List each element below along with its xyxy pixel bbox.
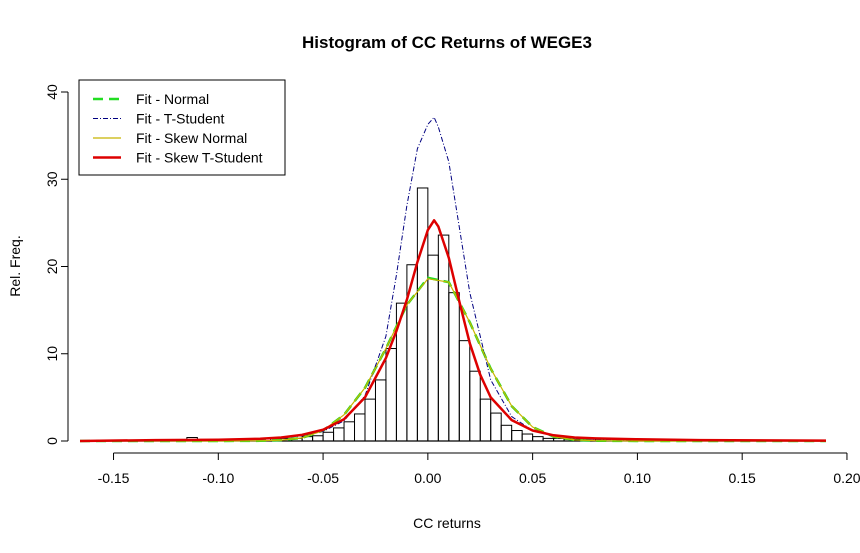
- legend-label: Fit - Normal: [136, 91, 209, 107]
- x-tick-label: 0.00: [414, 470, 441, 486]
- x-axis: -0.15 -0.10 -0.05 0.00 0.05 0.10 0.15 0.20: [98, 452, 860, 486]
- y-tick-label: 20: [44, 259, 60, 275]
- histogram-bar: [458, 340, 471, 442]
- histogram-bar: [479, 398, 492, 442]
- histogram-bar: [521, 433, 534, 442]
- legend-label: Fit - Skew T-Student: [136, 150, 263, 166]
- x-tick-label: 0.10: [624, 470, 651, 486]
- x-tick-label: 0.20: [833, 470, 860, 486]
- legend-box: [78, 79, 286, 176]
- histogram-bar: [343, 421, 356, 442]
- x-tick-label: 0.15: [729, 470, 756, 486]
- series-line-fit-skew-normal: [80, 278, 826, 442]
- histogram-bar: [322, 431, 335, 442]
- histogram-bar: [416, 187, 429, 442]
- histogram-bar: [385, 348, 397, 442]
- y-tick-label: 10: [44, 346, 60, 362]
- histogram-bar: [333, 427, 345, 442]
- series-line-fit-normal: [80, 276, 826, 443]
- histogram-bars: [80, 187, 826, 442]
- x-tick-label: -0.10: [202, 470, 234, 486]
- legend: Fit - Normal Fit - T-Student Fit - Skew No…: [78, 79, 286, 176]
- histogram-bar: [511, 430, 523, 442]
- chart-title: Histogram of CC Returns of WEGE3: [302, 33, 592, 52]
- histogram-bar: [312, 435, 324, 442]
- series-line-fit-skew-t-student: [79, 219, 827, 443]
- y-tick-label: 30: [44, 171, 60, 187]
- histogram-bar: [364, 398, 376, 442]
- histogram-bar: [354, 413, 366, 442]
- x-axis-label: CC returns: [413, 515, 481, 531]
- histogram-bar: [374, 379, 387, 442]
- y-tick-label: 40: [44, 84, 60, 100]
- y-axis-label: Rel. Freq.: [7, 235, 23, 296]
- histogram-bar: [532, 436, 544, 442]
- histogram-bar: [469, 370, 481, 442]
- legend-label: Fit - T-Student: [136, 111, 225, 127]
- x-tick-label: 0.05: [519, 470, 546, 486]
- histogram-bar: [437, 234, 450, 442]
- y-axis: 0 10 20 30 40: [44, 84, 69, 445]
- histogram-bar: [448, 292, 460, 442]
- histogram-bar: [553, 437, 565, 442]
- histogram-bar: [542, 437, 555, 442]
- y-tick-label: 0: [44, 437, 60, 445]
- histogram-bar: [490, 412, 502, 442]
- histogram-bar: [427, 254, 439, 442]
- legend-label: Fit - Skew Normal: [136, 130, 247, 146]
- x-tick-label: -0.05: [307, 470, 339, 486]
- x-tick-label: -0.15: [98, 470, 130, 486]
- histogram-bar: [500, 424, 513, 442]
- fit-curves: [79, 116, 827, 443]
